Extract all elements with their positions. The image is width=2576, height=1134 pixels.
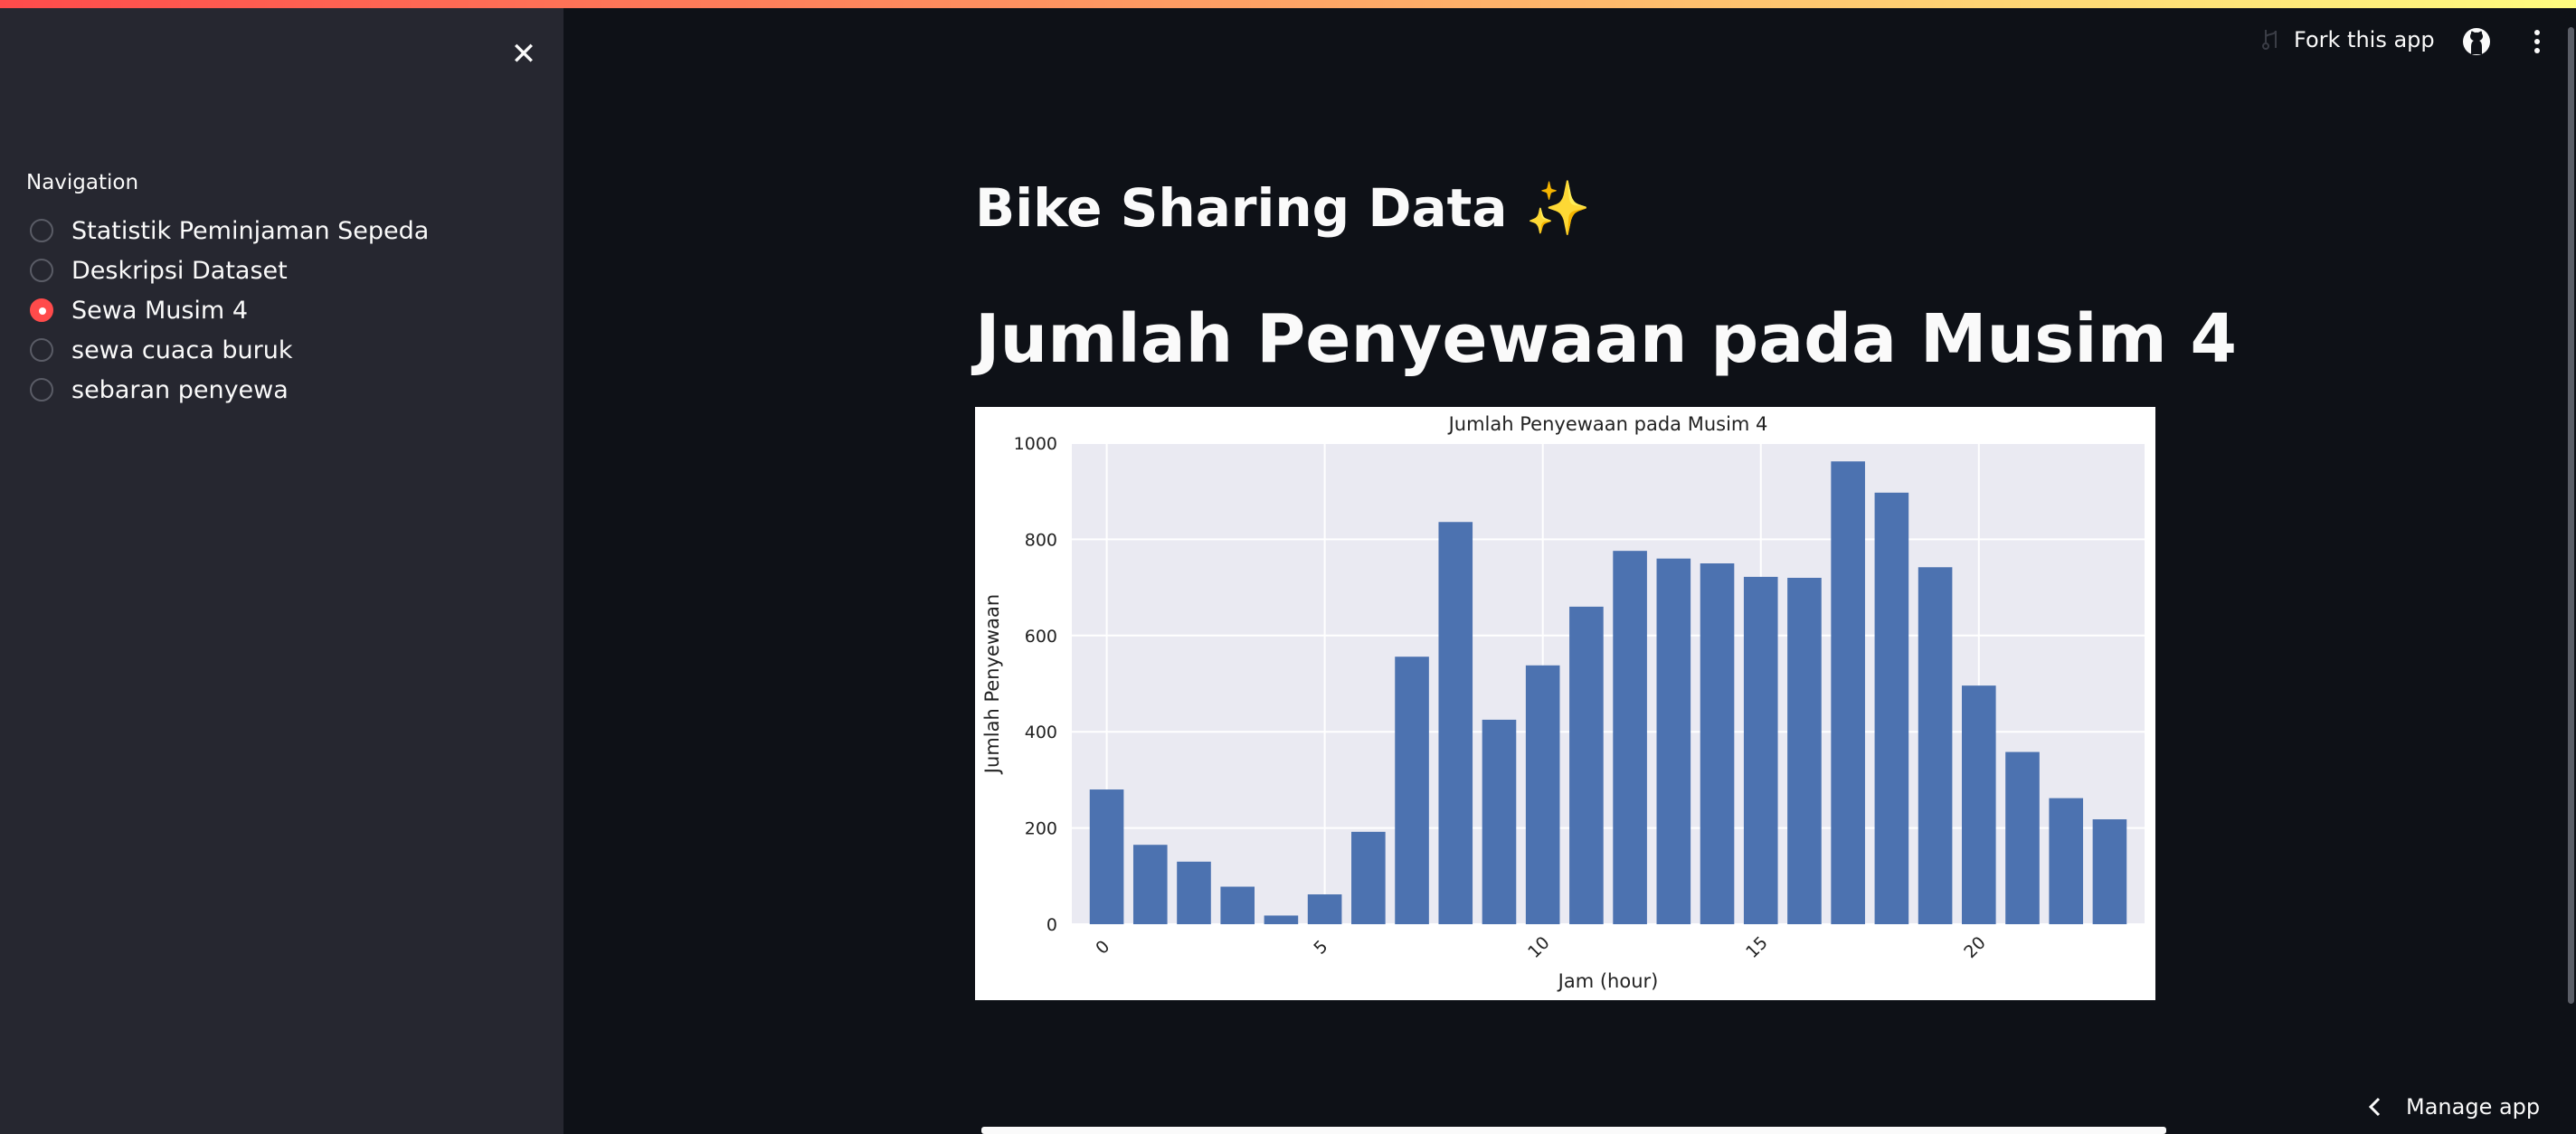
radio-item-cuaca-buruk[interactable]: sewa cuaca buruk: [30, 330, 429, 370]
x-tick-label: 20: [1960, 932, 1990, 962]
radio-circle-selected[interactable]: [30, 298, 53, 322]
bar-chart: 0 200 400 600 800 1000 0 5 10 15 20 Jumlah Penyewaa…: [981, 413, 2145, 992]
github-icon[interactable]: [2462, 27, 2491, 56]
y-tick-label: 0: [1046, 915, 1057, 935]
chevron-left-icon: [2368, 1097, 2381, 1117]
y-tick-label: 600: [1025, 627, 1057, 647]
radio-item-statistik[interactable]: Statistik Peminjaman Sepeda: [30, 211, 429, 250]
radio-item-sewa-musim-4[interactable]: Sewa Musim 4: [30, 290, 429, 330]
bar: [1525, 665, 1560, 924]
fork-app-button[interactable]: Fork this app: [2261, 27, 2435, 52]
bar: [1395, 657, 1429, 924]
y-tick-label: 200: [1025, 819, 1057, 839]
x-tick-label: 15: [1742, 932, 1772, 962]
manage-app-button[interactable]: Manage app: [2368, 1094, 2540, 1120]
page-title: Bike Sharing Data ✨: [975, 177, 1591, 239]
bar: [2005, 751, 2040, 924]
bar: [1307, 894, 1342, 924]
bar: [1961, 685, 1996, 924]
nav-label: Navigation: [26, 171, 139, 194]
bar: [1089, 789, 1124, 924]
y-tick-label: 1000: [1014, 434, 1057, 454]
sidebar: ✕ Navigation Statistik Peminjaman Sepeda…: [0, 8, 564, 1134]
scrollbar-thumb[interactable]: [2568, 27, 2574, 1004]
x-tick-label: 0: [1092, 937, 1113, 959]
bar: [1482, 719, 1517, 924]
x-axis-label: Jam (hour): [1557, 970, 1659, 992]
x-tick-label: 5: [1310, 937, 1331, 959]
bar: [1132, 845, 1168, 924]
close-icon[interactable]: ✕: [510, 36, 537, 72]
bar: [1700, 563, 1735, 924]
kebab-menu-icon[interactable]: [2530, 27, 2544, 56]
bar: [1613, 551, 1647, 924]
bottom-scroll-indicator: [981, 1127, 2166, 1134]
chart-image: 0 200 400 600 800 1000 0 5 10 15 20 Jumlah Penyewaa…: [975, 407, 2155, 1000]
chart-title: Jumlah Penyewaan pada Musim 4: [1447, 413, 1768, 435]
fork-label: Fork this app: [2294, 27, 2435, 52]
radio-circle[interactable]: [30, 259, 53, 282]
nav-radio-group: Statistik Peminjaman Sepeda Deskripsi Da…: [30, 211, 429, 410]
y-tick-label: 800: [1025, 530, 1057, 550]
bar: [1874, 492, 1909, 924]
y-axis-label: Jumlah Penyewaan: [981, 594, 1003, 775]
top-decoration-bar: [0, 0, 2576, 8]
bar: [1351, 831, 1386, 924]
fork-icon: [2262, 30, 2277, 50]
y-tick-label: 400: [1025, 723, 1057, 742]
bar: [1177, 861, 1211, 924]
radio-label: Statistik Peminjaman Sepeda: [71, 216, 430, 245]
radio-label: Sewa Musim 4: [71, 296, 248, 325]
radio-circle[interactable]: [30, 378, 53, 402]
radio-circle[interactable]: [30, 219, 53, 242]
radio-label: sewa cuaca buruk: [71, 335, 293, 364]
bar: [1831, 461, 1865, 924]
bar: [1569, 606, 1604, 924]
page-subheader: Jumlah Penyewaan pada Musim 4: [975, 300, 2237, 378]
manage-app-label: Manage app: [2406, 1094, 2541, 1120]
bar: [1656, 558, 1691, 924]
radio-item-sebaran[interactable]: sebaran penyewa: [30, 370, 429, 410]
bar: [2092, 819, 2127, 924]
bar: [2049, 798, 2084, 924]
x-tick-label: 10: [1524, 932, 1554, 962]
bar: [1787, 577, 1822, 924]
bar: [1743, 576, 1778, 924]
bar: [1918, 567, 1953, 924]
radio-label: sebaran penyewa: [71, 375, 289, 404]
bar: [1264, 915, 1299, 924]
radio-circle[interactable]: [30, 338, 53, 362]
radio-label: Deskripsi Dataset: [71, 256, 288, 285]
radio-item-deskripsi[interactable]: Deskripsi Dataset: [30, 250, 429, 290]
bar: [1438, 522, 1473, 924]
bar: [1220, 886, 1255, 924]
